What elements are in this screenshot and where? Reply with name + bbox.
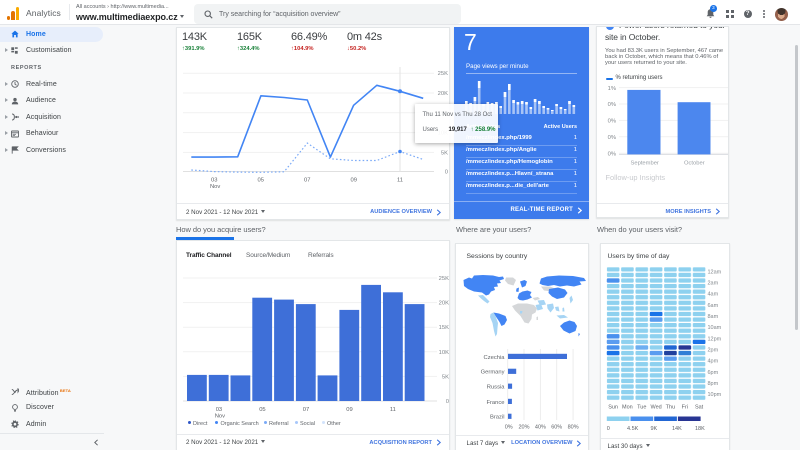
svg-text:4.5K: 4.5K [627,426,639,432]
svg-text:Tue: Tue [637,404,646,410]
svg-text:20%: 20% [518,424,529,430]
svg-text:Sat: Sat [694,404,703,410]
svg-text:4pm: 4pm [707,358,718,364]
svg-text:0: 0 [445,169,448,175]
svg-text:10pm: 10pm [707,392,721,398]
svg-text:05: 05 [259,407,265,413]
svg-text:Wed: Wed [650,404,661,410]
svg-text:20K: 20K [438,91,448,97]
svg-text:09: 09 [351,177,357,183]
svg-text:Russia: Russia [487,384,505,390]
svg-text:6am: 6am [707,302,718,308]
svg-text:Brazil: Brazil [490,414,505,420]
svg-text:1%: 1% [608,85,616,91]
svg-text:Germany: Germany [481,369,505,375]
svg-text:September: September [631,160,659,166]
svg-text:12pm: 12pm [707,336,721,342]
svg-text:6pm: 6pm [707,369,718,375]
svg-text:2am: 2am [707,280,718,286]
svg-text:12am: 12am [707,269,721,275]
svg-text:5K: 5K [442,374,449,380]
svg-text:20K: 20K [439,301,449,307]
svg-text:07: 07 [304,177,310,183]
svg-text:25K: 25K [439,276,449,282]
svg-text:0%: 0% [608,118,616,124]
svg-text:0%: 0% [608,151,616,157]
svg-text:60%: 60% [551,424,562,430]
svg-text:October: October [684,160,705,166]
svg-text:0%: 0% [608,135,616,141]
svg-text:Czechia: Czechia [484,354,506,360]
svg-text:11: 11 [397,177,403,183]
svg-text:2pm: 2pm [707,347,718,353]
svg-text:18K: 18K [695,426,705,432]
svg-text:Nov: Nov [215,414,225,419]
svg-text:10K: 10K [439,350,449,356]
svg-text:8am: 8am [707,314,718,320]
svg-text:03: 03 [211,177,217,183]
svg-text:03: 03 [216,407,222,413]
svg-text:14K: 14K [672,426,682,432]
svg-text:25K: 25K [438,71,448,77]
svg-text:4am: 4am [707,291,718,297]
svg-text:Nov: Nov [210,184,220,190]
svg-text:9K: 9K [650,426,657,432]
svg-text:Fri: Fri [681,404,687,410]
svg-text:0: 0 [446,399,449,405]
svg-text:05: 05 [258,177,264,183]
svg-text:11: 11 [390,407,396,413]
svg-text:80%: 80% [568,424,579,430]
svg-text:0%: 0% [505,424,513,430]
svg-text:Sun: Sun [608,404,618,410]
svg-text:Mon: Mon [622,404,633,410]
svg-text:8pm: 8pm [707,381,718,387]
svg-text:10am: 10am [707,325,721,331]
svg-text:France: France [486,399,504,405]
svg-text:0%: 0% [608,102,616,108]
svg-text:40%: 40% [535,424,546,430]
svg-text:Thu: Thu [665,404,674,410]
svg-text:09: 09 [346,407,352,413]
svg-text:5K: 5K [441,150,448,156]
svg-text:0: 0 [606,426,609,432]
svg-text:15K: 15K [439,325,449,331]
svg-text:07: 07 [303,407,309,413]
